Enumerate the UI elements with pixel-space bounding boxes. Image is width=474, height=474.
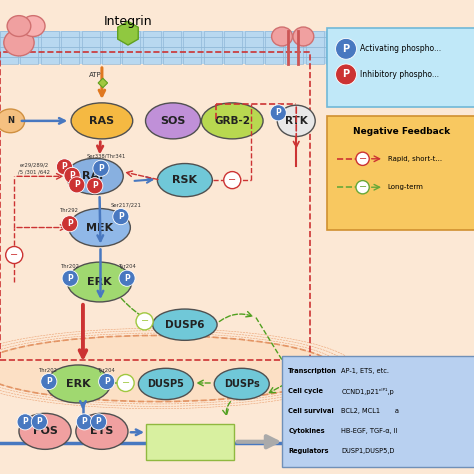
Ellipse shape: [153, 309, 217, 340]
Text: P: P: [104, 377, 109, 386]
Text: Cytokines: Cytokines: [288, 428, 325, 434]
Text: Thr292: Thr292: [60, 208, 79, 213]
Circle shape: [117, 374, 134, 392]
FancyBboxPatch shape: [327, 116, 474, 230]
Text: Thr202: Thr202: [39, 368, 58, 373]
Text: AP-1, ETS, etc.: AP-1, ETS, etc.: [341, 368, 389, 374]
Ellipse shape: [201, 103, 263, 139]
Text: DUSP1,DUSP5,D: DUSP1,DUSP5,D: [341, 448, 395, 454]
Text: Transcription: Transcription: [288, 368, 337, 374]
Text: Cell survival: Cell survival: [288, 408, 334, 414]
Text: Integrin: Integrin: [104, 15, 152, 28]
Circle shape: [31, 414, 47, 430]
Circle shape: [62, 270, 78, 286]
Text: P: P: [124, 274, 130, 283]
Text: GRB-2: GRB-2: [214, 116, 250, 126]
Circle shape: [99, 374, 115, 390]
Text: RAS: RAS: [89, 116, 115, 126]
Circle shape: [336, 38, 356, 59]
Text: P: P: [96, 418, 101, 426]
Text: Ser217/221: Ser217/221: [110, 202, 141, 208]
Text: Cell cycle: Cell cycle: [288, 388, 323, 394]
Ellipse shape: [293, 27, 314, 46]
Text: P: P: [62, 163, 67, 171]
Ellipse shape: [7, 16, 31, 36]
Circle shape: [62, 216, 78, 232]
Text: ATP: ATP: [89, 72, 101, 78]
Text: er29/289/2: er29/289/2: [19, 163, 49, 167]
Ellipse shape: [46, 365, 110, 403]
Circle shape: [91, 414, 107, 430]
Ellipse shape: [4, 29, 34, 56]
Text: HB-EGF, TGF-α, II: HB-EGF, TGF-α, II: [341, 428, 398, 434]
Ellipse shape: [277, 105, 315, 137]
Text: Long-term: Long-term: [388, 184, 424, 190]
Ellipse shape: [66, 158, 123, 194]
FancyBboxPatch shape: [282, 356, 474, 467]
Circle shape: [270, 105, 286, 121]
Text: DUSP6: DUSP6: [165, 319, 205, 330]
Text: P: P: [118, 212, 124, 221]
Circle shape: [336, 64, 356, 85]
Circle shape: [17, 414, 33, 430]
Circle shape: [41, 374, 57, 390]
Ellipse shape: [272, 27, 292, 46]
Text: /5 /301 /642: /5 /301 /642: [18, 169, 50, 174]
Ellipse shape: [138, 368, 193, 400]
Text: BCL2, MCL1       a: BCL2, MCL1 a: [341, 408, 399, 414]
Circle shape: [76, 414, 92, 430]
Polygon shape: [98, 78, 108, 88]
Text: Ser338/Thr341: Ser338/Thr341: [87, 154, 127, 159]
Text: Thr202: Thr202: [61, 264, 80, 269]
Text: −: −: [358, 182, 367, 192]
Circle shape: [56, 159, 73, 175]
Text: −: −: [228, 175, 237, 185]
Text: RAF: RAF: [82, 171, 107, 182]
Text: −: −: [140, 316, 149, 327]
Ellipse shape: [146, 103, 201, 139]
Text: Tyr204: Tyr204: [119, 264, 137, 269]
Text: Regulators: Regulators: [288, 448, 328, 454]
Circle shape: [356, 181, 369, 194]
Ellipse shape: [21, 16, 45, 36]
Text: P: P: [342, 69, 350, 80]
Circle shape: [113, 209, 129, 225]
Text: P: P: [82, 418, 87, 426]
Polygon shape: [118, 21, 138, 45]
Ellipse shape: [67, 262, 132, 302]
Text: DUSP5: DUSP5: [147, 379, 184, 389]
Text: P: P: [98, 164, 104, 173]
Text: FOS: FOS: [33, 426, 57, 437]
Text: −: −: [358, 154, 367, 164]
Circle shape: [93, 160, 109, 176]
Text: Rapid, short-t...: Rapid, short-t...: [388, 156, 442, 162]
Text: SOS: SOS: [160, 116, 186, 126]
Circle shape: [136, 313, 153, 330]
Text: P: P: [36, 418, 42, 426]
Text: P: P: [22, 418, 28, 426]
Text: P: P: [46, 377, 52, 386]
FancyBboxPatch shape: [146, 424, 234, 460]
Circle shape: [6, 246, 23, 264]
Text: Negative Feedback: Negative Feedback: [353, 128, 450, 136]
Ellipse shape: [0, 109, 25, 133]
Text: ETS: ETS: [90, 426, 114, 437]
Ellipse shape: [214, 368, 269, 400]
Circle shape: [119, 270, 135, 286]
Text: P: P: [342, 44, 350, 54]
Text: DUSPs: DUSPs: [224, 379, 260, 389]
Text: P: P: [92, 182, 98, 190]
Text: −: −: [121, 378, 130, 388]
Text: P: P: [275, 109, 281, 117]
Ellipse shape: [69, 209, 130, 246]
Ellipse shape: [19, 413, 71, 449]
Text: P: P: [69, 171, 75, 180]
Text: ERK: ERK: [87, 277, 112, 287]
Text: P: P: [74, 181, 80, 189]
Text: ERK: ERK: [66, 379, 91, 389]
Circle shape: [87, 178, 103, 194]
Circle shape: [64, 167, 80, 183]
Text: P: P: [67, 274, 73, 283]
Text: Tyr204: Tyr204: [98, 368, 116, 373]
